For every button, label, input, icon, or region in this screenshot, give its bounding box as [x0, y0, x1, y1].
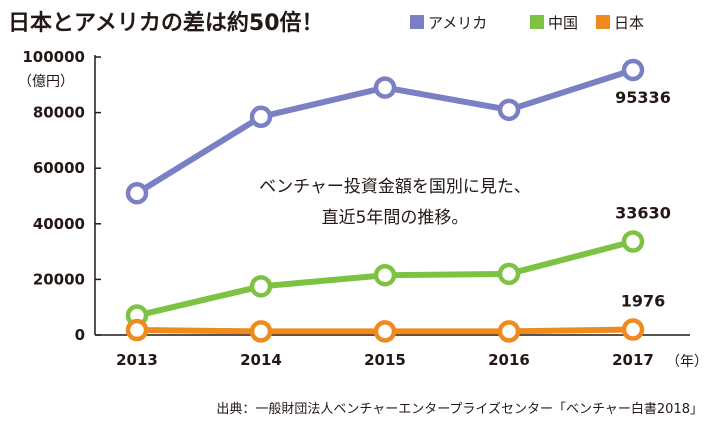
- y-tick-label: 60000: [33, 159, 85, 177]
- legend-label: アメリカ: [428, 14, 487, 32]
- series-layer: [125, 58, 645, 343]
- series-アメリカ: [125, 58, 645, 205]
- x-tick-label: 2014: [240, 351, 282, 369]
- data-point: [497, 262, 521, 286]
- axes: 0 20000 40000 60000 80000 100000 2013 2014 2015 2…: [22, 48, 690, 369]
- y-tick-label: 100000: [22, 48, 85, 66]
- annotation-line: 直近5年間の推移。: [322, 208, 469, 228]
- data-point: [497, 320, 521, 343]
- y-tick-label: 80000: [33, 104, 85, 122]
- data-point: [373, 76, 397, 99]
- legend: アメリカ 中国 日本: [410, 14, 644, 32]
- data-point: [497, 98, 521, 122]
- y-tick-label: 40000: [33, 215, 85, 233]
- data-point: [249, 320, 273, 343]
- y-tick-label: 20000: [33, 270, 85, 288]
- annotation-line: ベンチャー投資金額を国別に見た、: [259, 177, 531, 197]
- x-tick-label: 2013: [116, 351, 158, 369]
- series-中国: [125, 230, 645, 327]
- chart-title: 日本とアメリカの差は約50倍！: [8, 10, 324, 36]
- x-tick-label: 2017: [612, 351, 654, 369]
- x-tick-label: 2016: [488, 351, 530, 369]
- legend-swatch: [596, 15, 610, 29]
- y-axis-unit: （億円）: [18, 74, 74, 90]
- legend-swatch: [410, 15, 424, 29]
- series-日本: [125, 318, 645, 343]
- x-tick-label: 2015: [364, 351, 406, 369]
- data-point: [249, 105, 273, 129]
- data-label: 1976: [621, 292, 666, 311]
- legend-swatch: [530, 15, 544, 29]
- data-point: [621, 58, 645, 82]
- annotation: ベンチャー投資金額を国別に見た、直近5年間の推移。: [259, 177, 531, 228]
- data-point: [621, 318, 645, 341]
- data-label: 95336: [615, 88, 671, 107]
- value-labels: 95336 33630 1976: [615, 88, 671, 311]
- data-label: 33630: [615, 204, 671, 223]
- legend-label: 日本: [614, 14, 644, 32]
- data-point: [621, 230, 645, 253]
- data-point: [125, 181, 149, 205]
- x-axis-unit: （年）: [666, 354, 708, 370]
- legend-label: 中国: [548, 14, 578, 32]
- data-point: [373, 263, 397, 287]
- data-point: [249, 275, 273, 298]
- y-tick-label: 0: [75, 326, 85, 344]
- data-point: [373, 320, 397, 343]
- data-point: [125, 318, 149, 342]
- source-note: 出典：一般財団法人ベンチャーエンタープライズセンター「ベンチャー白書2018」: [216, 401, 703, 417]
